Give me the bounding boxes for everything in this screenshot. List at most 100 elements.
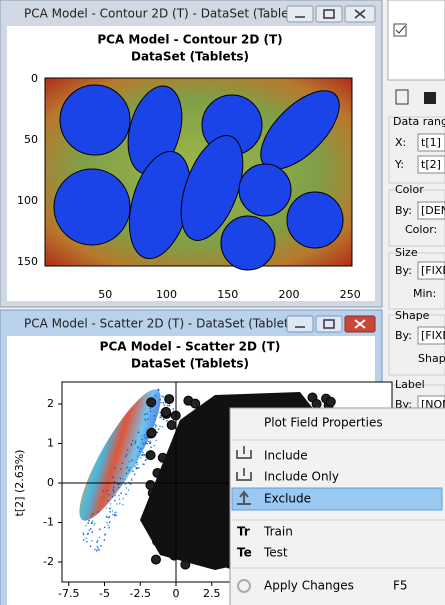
dot <box>89 545 92 548</box>
dot <box>157 428 160 430</box>
menu-item[interactable]: Exclude <box>264 492 311 506</box>
dot <box>128 460 131 463</box>
list <box>387 0 445 81</box>
dot <box>98 509 101 512</box>
dot <box>128 452 131 454</box>
dot <box>88 520 90 522</box>
button-glyphs <box>295 319 335 329</box>
dot <box>149 440 152 442</box>
text-field[interactable] <box>417 201 445 220</box>
menu-item[interactable]: Include Only <box>264 470 339 484</box>
dot <box>82 539 85 541</box>
dot <box>130 444 133 447</box>
dot <box>149 414 152 417</box>
plot-subtitle: DataSet (Tablets) <box>131 50 249 64</box>
x-tick-label: -5 <box>99 587 110 600</box>
dot <box>112 490 115 493</box>
dot <box>144 413 146 416</box>
dot <box>147 418 149 420</box>
field-label: Shape <box>418 352 445 365</box>
dot <box>154 393 156 396</box>
group-box <box>388 252 445 310</box>
dot <box>161 426 164 428</box>
dot <box>133 473 136 476</box>
dot <box>103 539 106 541</box>
dot <box>115 487 117 490</box>
dot <box>137 467 139 469</box>
dot <box>114 467 116 470</box>
dot <box>167 404 169 407</box>
dot <box>134 442 136 445</box>
dot <box>150 446 152 448</box>
menu-item[interactable]: Plot Field Properties <box>264 416 383 430</box>
field-value: t[1] <box>421 136 441 149</box>
dot <box>96 540 99 542</box>
x-tick-label: 150 <box>217 288 238 301</box>
add-icon[interactable] <box>395 89 409 105</box>
dot <box>95 549 98 552</box>
text-field[interactable] <box>417 155 445 174</box>
context-menu <box>229 407 445 605</box>
maximize-button[interactable] <box>315 5 343 23</box>
dot <box>168 404 171 407</box>
dot <box>143 434 146 436</box>
dot <box>122 497 125 500</box>
dot <box>146 442 148 445</box>
menu-item[interactable]: Train <box>263 525 293 539</box>
menu-item[interactable]: Test <box>263 546 288 560</box>
dot <box>91 520 94 522</box>
dot <box>150 554 161 565</box>
dot <box>90 514 93 517</box>
dot <box>163 404 166 407</box>
dot <box>155 439 158 442</box>
dot <box>146 427 157 438</box>
dot <box>166 419 168 422</box>
dot <box>146 412 149 415</box>
dot <box>131 459 133 461</box>
y-tick-label: -2 <box>43 555 54 568</box>
dot <box>142 443 145 445</box>
dot <box>114 473 117 476</box>
dot <box>118 494 120 497</box>
minimize-button[interactable] <box>286 5 314 23</box>
y-tick-label: 1 <box>47 437 54 450</box>
group-box <box>388 189 445 247</box>
dot <box>111 493 114 495</box>
x-tick-label: 250 <box>340 288 361 301</box>
dot <box>116 503 118 505</box>
dot <box>122 504 124 506</box>
dot <box>141 442 144 445</box>
dot <box>166 420 177 431</box>
dot <box>91 531 94 533</box>
text-field[interactable] <box>417 261 445 280</box>
y-tick-label: 100 <box>17 194 38 207</box>
dot <box>94 522 96 525</box>
maximize-button[interactable] <box>315 315 343 333</box>
dot <box>98 536 101 539</box>
dot <box>95 506 97 509</box>
dot <box>149 407 152 409</box>
dot <box>96 541 98 543</box>
delete-icon[interactable] <box>424 92 436 104</box>
checkbox[interactable] <box>393 23 407 37</box>
plot-title: PCA Model - Scatter 2D (T) <box>100 340 281 354</box>
dot <box>138 450 141 453</box>
dot <box>115 511 117 513</box>
menu-item[interactable]: Include <box>264 449 308 463</box>
field-label: Color: <box>405 223 437 236</box>
dot <box>93 508 95 510</box>
group-title: Shape <box>395 309 430 322</box>
text-field[interactable] <box>417 326 445 345</box>
text-field[interactable] <box>417 133 445 152</box>
dot <box>141 463 144 465</box>
group-box <box>388 116 445 184</box>
dot <box>130 479 133 481</box>
dot <box>112 486 115 488</box>
dot <box>141 454 143 457</box>
dot <box>190 398 201 409</box>
y-tick-label: 2 <box>47 397 54 410</box>
menu-item[interactable]: Apply Changes <box>264 579 354 593</box>
x-tick-label: -7.5 <box>58 587 79 600</box>
dot <box>112 488 114 491</box>
minimize-button[interactable] <box>286 315 314 333</box>
